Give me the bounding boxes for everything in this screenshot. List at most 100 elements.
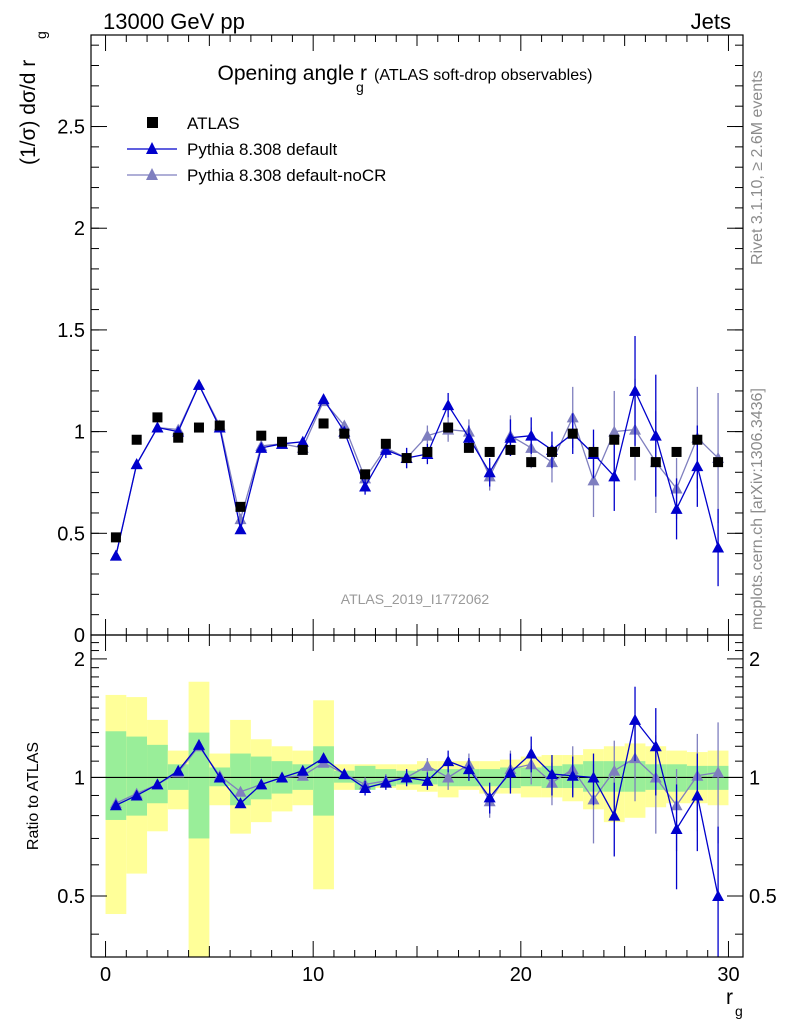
default-point <box>483 466 496 478</box>
ratio-default-point <box>462 763 475 775</box>
ratio-default-point <box>483 791 496 803</box>
default-line <box>115 383 719 556</box>
default-point <box>317 393 330 405</box>
ratio-nocr-point <box>421 759 434 771</box>
default-point <box>151 421 164 433</box>
main-title-subscript: g <box>356 79 364 95</box>
atlas-point <box>297 444 308 455</box>
atlas-point <box>401 453 412 464</box>
atlas-point <box>463 442 474 453</box>
ratio-default-point <box>338 768 351 780</box>
atlas-point <box>505 444 516 455</box>
atlas-point <box>526 457 537 468</box>
ratio-default-point <box>109 799 122 811</box>
main-y-tick-label: 2 <box>74 218 85 240</box>
ratio-y-tick-label: 0.5 <box>57 886 85 908</box>
ratio-default-point <box>421 774 434 786</box>
ratio-default-point <box>545 768 558 780</box>
ratio-inner-band <box>313 746 334 816</box>
atlas-point <box>422 446 433 457</box>
ratio-default-point <box>608 809 621 821</box>
ratio-default-point <box>276 771 289 783</box>
legend-item-pythia-nocr: Pythia 8.308 default-noCR <box>127 166 386 185</box>
atlas-point <box>131 434 142 445</box>
atlas-point <box>443 422 454 433</box>
ratio-default-point <box>213 771 226 783</box>
ratio-default-point <box>525 747 538 759</box>
ratio-default-point <box>172 764 185 776</box>
ratio-x-tick-label: 10 <box>302 964 324 986</box>
default-point <box>296 435 309 447</box>
atlas-point <box>567 428 578 439</box>
ratio-default-point <box>255 778 268 790</box>
atlas-point <box>546 446 557 457</box>
ratio-panel: 0.5 0.51 12 20 10 20 30 Ratio to ATLAS r g <box>25 634 777 1019</box>
main-y-tick-label: 0 <box>74 625 85 647</box>
ratio-y-tick-label-right: 2 <box>749 649 760 671</box>
default-point <box>649 429 662 441</box>
default-point <box>504 431 517 443</box>
ratio-default-point <box>566 769 579 781</box>
main-title-text: Opening angle r <box>218 62 367 85</box>
header-jets: Jets <box>691 9 731 34</box>
atlas-point <box>484 446 495 457</box>
nocr-point <box>234 513 247 525</box>
default-point <box>608 470 621 482</box>
ratio-default-point <box>587 771 600 783</box>
atlas-point <box>256 430 267 441</box>
default-point <box>255 441 268 453</box>
main-title-suffix: (ATLAS soft-drop observables) <box>374 67 592 84</box>
atlas-point <box>193 422 204 433</box>
atlas-point <box>692 434 703 445</box>
nocr-point <box>608 425 621 437</box>
legend-item-atlas: ATLAS <box>147 114 240 133</box>
nocr-point <box>421 429 434 441</box>
ratio-y-tick-label-right: 0.5 <box>749 886 777 908</box>
ratio-default-point <box>400 771 413 783</box>
default-point <box>442 399 455 411</box>
main-y-tick-label: 0.5 <box>57 523 85 545</box>
x-axis-label: r g <box>726 986 743 1019</box>
default-point <box>712 541 725 553</box>
legend-marker-pythia-nocr <box>146 168 158 180</box>
ratio-nocr-point <box>608 764 621 776</box>
ratio-default-point <box>691 789 704 801</box>
main-y-axis-label: (1/σ) dσ/d r g <box>17 31 49 165</box>
default-point <box>691 460 704 472</box>
atlas-point <box>339 428 350 439</box>
side-mcplots-label: mcplots.cern.ch [arXiv:1306.3436] <box>749 388 766 630</box>
ratio-default-point <box>359 782 372 794</box>
ratio-x-tick-label: 20 <box>510 964 532 986</box>
main-title: Opening angle r g (ATLAS soft-drop obser… <box>218 62 593 95</box>
ratio-x-tick-label: 30 <box>717 964 739 986</box>
ratio-x-tick-label: 0 <box>100 964 111 986</box>
atlas-point <box>671 446 682 457</box>
ratio-default-point <box>130 789 143 801</box>
atlas-point <box>235 501 246 512</box>
atlas-point <box>173 432 184 443</box>
default-point <box>234 523 247 535</box>
atlas-point <box>214 420 225 431</box>
legend-label-pythia-default: Pythia 8.308 default <box>187 140 338 159</box>
x-axis-label-text: r <box>726 986 733 1009</box>
legend: ATLAS Pythia 8.308 default Pythia 8.308 … <box>127 114 386 185</box>
header-energy: 13000 GeV pp <box>103 9 245 34</box>
atlas-point <box>588 446 599 457</box>
atlas-point <box>650 457 661 468</box>
ratio-nocr-point <box>442 771 455 783</box>
ratio-nocr-point <box>234 785 247 797</box>
atlas-point <box>380 438 391 449</box>
default-point <box>629 384 642 396</box>
ratio-default-point <box>317 752 330 764</box>
default-point <box>525 429 538 441</box>
ratio-default-point <box>296 764 309 776</box>
ratio-default-point <box>442 755 455 767</box>
main-y-tick-label: 1.5 <box>57 320 85 342</box>
x-axis-label-subscript: g <box>735 1003 743 1019</box>
legend-label-atlas: ATLAS <box>187 114 240 133</box>
atlas-point <box>318 418 329 429</box>
ratio-default-point <box>712 889 725 901</box>
ratio-default-point <box>151 778 164 790</box>
atlas-point <box>277 436 288 447</box>
ratio-inner-band <box>188 732 210 839</box>
